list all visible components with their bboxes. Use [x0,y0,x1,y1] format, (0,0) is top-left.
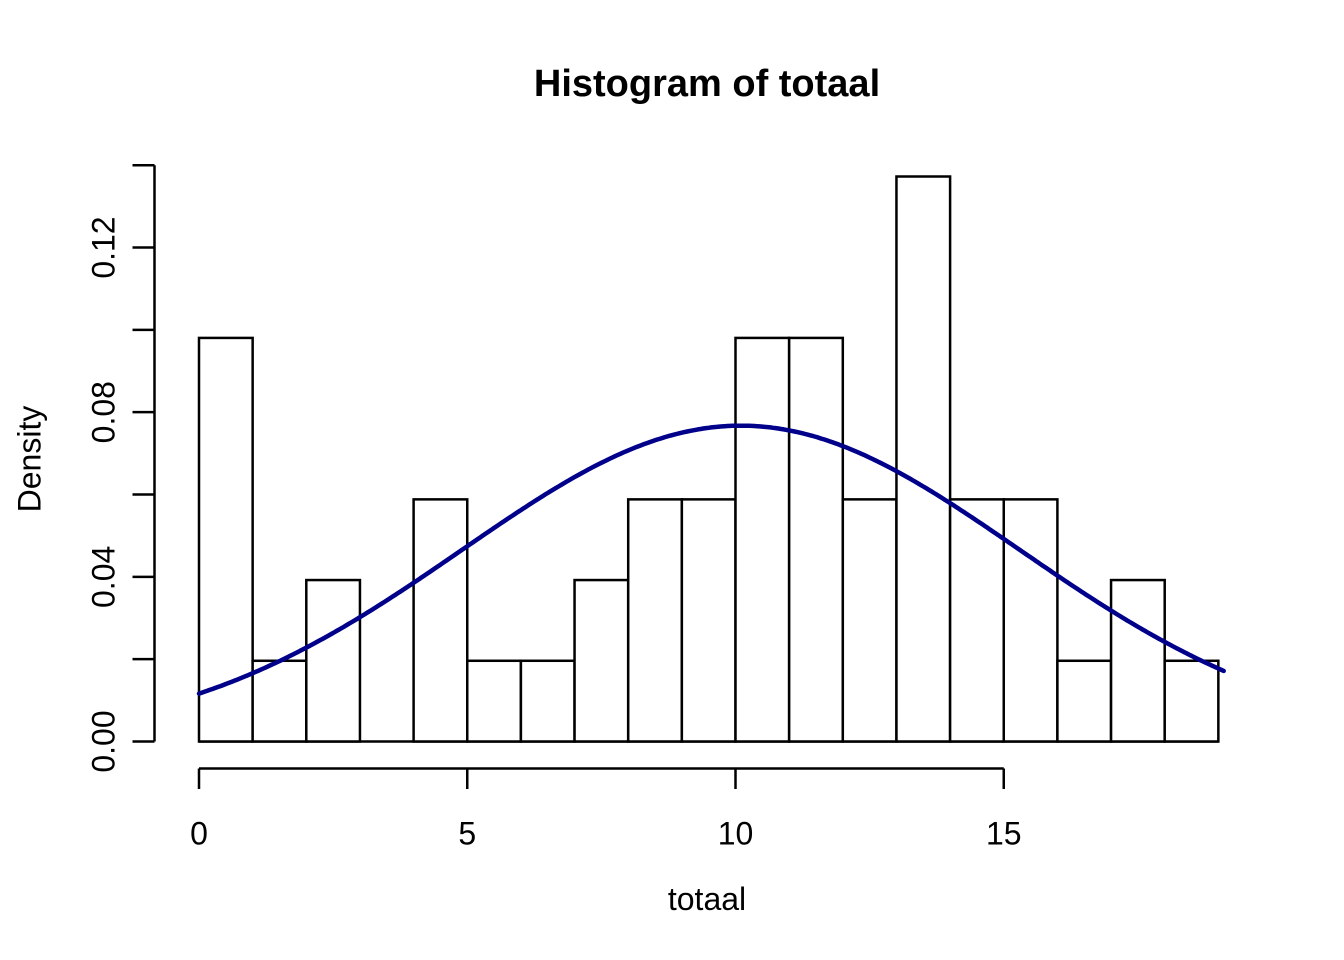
histogram-bar [1109,578,1166,743]
histogram-bar [626,498,684,743]
x-tick-label: 0 [190,816,208,852]
density-curve [196,423,1226,696]
histogram-bar [412,498,469,743]
chart-title: Histogram of totaal [533,63,881,105]
y-tick-label: 0.04 [86,546,122,608]
histogram-bar [1056,659,1113,743]
x-tick-label: 10 [718,816,754,852]
histogram-bar [787,336,845,743]
histogram-bar [305,578,362,743]
histogram-bar [1163,659,1220,743]
y-tick-label: 0.12 [86,216,122,278]
y-tick-label: 0.00 [86,710,122,772]
histogram-bar [466,659,523,743]
histogram-bar [948,498,1005,743]
x-tick-label: 5 [458,816,476,852]
histogram-bar [895,175,952,743]
x-tick-label: 15 [986,816,1022,852]
histogram-bar [251,659,308,743]
y-tick-label: 0.08 [86,381,122,443]
histogram-bar [519,659,576,743]
histogram-bar [197,336,254,743]
histogram-bar [1002,498,1059,743]
histogram-bar [680,498,737,743]
histogram-bar [734,336,791,743]
histogram-bar [573,578,630,743]
x-axis-title: totaal [667,881,747,917]
histogram-bar [841,498,898,743]
y-axis-title: Density [11,405,48,513]
